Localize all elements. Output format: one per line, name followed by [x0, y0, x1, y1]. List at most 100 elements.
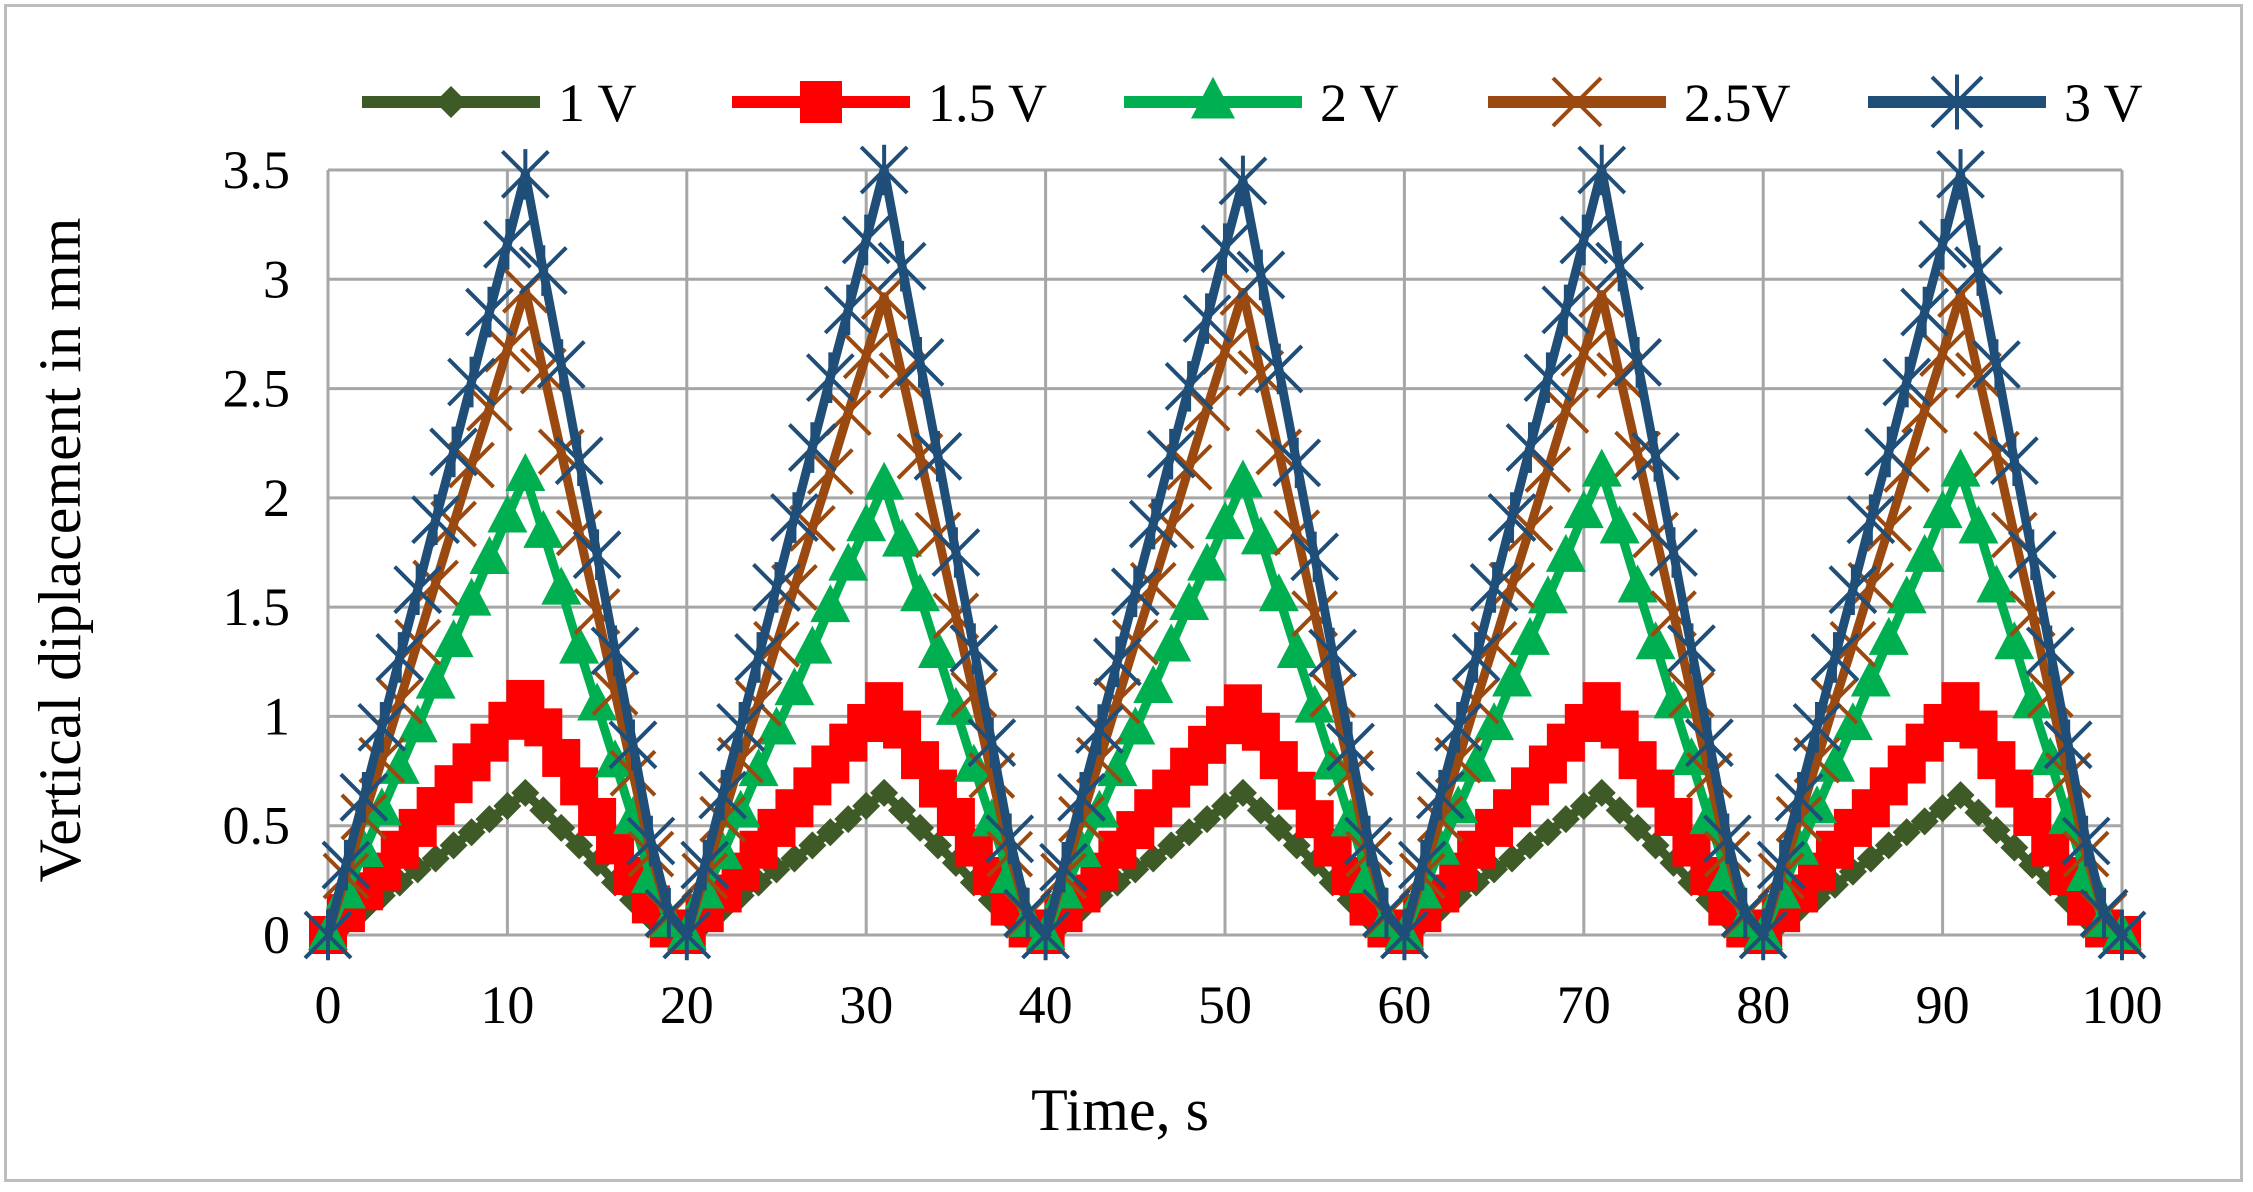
data-point: [756, 706, 797, 745]
data-point: [1641, 831, 1670, 860]
data-point: [475, 805, 504, 834]
data-point: [949, 623, 999, 674]
data-point: [1509, 616, 1550, 655]
data-point: [483, 325, 531, 373]
data-point: [1900, 286, 1950, 338]
data-point: [1684, 717, 1734, 768]
legend-item: 1.5 V: [732, 73, 1047, 133]
data-point: [842, 332, 890, 380]
data-point: [1308, 627, 1358, 679]
data-point: [1850, 658, 1891, 697]
data-point: [2000, 833, 2029, 862]
data-point: [1617, 564, 1658, 603]
x-tick-label: 20: [660, 975, 714, 1035]
data-point: [1021, 909, 1071, 961]
data-point: [1569, 792, 1598, 821]
data-point: [1551, 76, 1603, 128]
data-point: [900, 573, 941, 612]
data-point: [500, 149, 550, 200]
data-point: [1982, 816, 2011, 845]
data-point: [421, 844, 450, 873]
data-point: [1236, 249, 1286, 301]
data-point: [923, 831, 952, 860]
data-point: [882, 518, 923, 557]
data-point: [1312, 741, 1353, 780]
data-point: [1856, 844, 1885, 873]
data-point: [1846, 494, 1896, 546]
data-point: [680, 839, 730, 891]
data-point: [1456, 743, 1497, 782]
data-point: [559, 625, 600, 664]
legend-item: 2.5V: [1488, 73, 1791, 133]
data-point: [864, 461, 905, 500]
data-point: [1667, 623, 1716, 674]
data-point: [397, 704, 438, 743]
y-tick-label: 1.5: [223, 577, 291, 637]
data-point: [466, 384, 513, 432]
legend-item: 3 V: [1868, 73, 2143, 133]
y-tick-label: 0: [263, 905, 290, 965]
x-tick-label: 60: [1377, 975, 1431, 1035]
data-point: [1487, 492, 1537, 543]
data-point: [1918, 219, 1968, 270]
data-point: [536, 339, 586, 390]
data-point: [1515, 831, 1544, 860]
data-point: [1559, 214, 1609, 266]
data-point: [1874, 831, 1903, 860]
data-point: [465, 286, 514, 338]
data-point: [1326, 721, 1375, 773]
data-point: [1228, 778, 1257, 807]
data-point: [2061, 815, 2111, 867]
data-point: [1541, 284, 1591, 336]
data-point: [361, 787, 402, 826]
data-point: [1469, 562, 1519, 613]
data-point: [787, 422, 837, 473]
data-point: [906, 813, 935, 842]
data-point: [608, 719, 658, 771]
x-tick-label: 50: [1198, 975, 1252, 1035]
data-point: [1940, 448, 1981, 487]
data-point: [1613, 337, 1663, 388]
data-point: [435, 86, 467, 118]
x-tick-label: 10: [480, 975, 534, 1035]
data-point: [2025, 625, 2075, 677]
data-point: [888, 796, 917, 825]
y-tick-label: 2.5: [223, 359, 291, 419]
data-point: [1146, 428, 1196, 480]
data-point: [339, 772, 389, 823]
data-point: [1115, 706, 1156, 745]
data-point: [1533, 818, 1562, 847]
series-layer: [303, 144, 2147, 961]
y-tick-label: 2: [263, 468, 290, 528]
data-point: [565, 831, 594, 860]
data-point: [644, 887, 694, 939]
x-tick-label: 80: [1736, 975, 1790, 1035]
legend: 1 V 1.5 V 2 V 2.5V 3 V: [362, 73, 2143, 133]
data-point: [800, 81, 842, 123]
data-point: [1191, 76, 1235, 119]
data-point: [1272, 437, 1322, 489]
data-point: [1587, 778, 1616, 807]
legend-label: 2 V: [1320, 73, 1399, 133]
data-point: [1254, 343, 1304, 395]
data-point: [1258, 573, 1299, 612]
data-point: [1868, 616, 1909, 655]
data-point: [1133, 665, 1174, 704]
data-point: [805, 352, 855, 403]
data-point: [1864, 426, 1914, 478]
data-point: [1139, 844, 1168, 873]
data-point: [1075, 704, 1124, 755]
y-axis-title: Vertical diplacement in mm: [27, 218, 93, 883]
data-point: [1702, 813, 1752, 865]
data-point: [1183, 384, 1231, 432]
data-point: [1282, 831, 1311, 860]
data-point: [1972, 339, 2021, 390]
data-point: [1240, 516, 1281, 555]
data-point: [1246, 796, 1275, 825]
data-point: [1631, 431, 1680, 482]
data-point: [2097, 909, 2147, 961]
data-point: [1222, 459, 1263, 498]
data-point: [2079, 887, 2129, 939]
data-point: [1946, 781, 1975, 810]
legend-item: 2 V: [1124, 73, 1399, 133]
